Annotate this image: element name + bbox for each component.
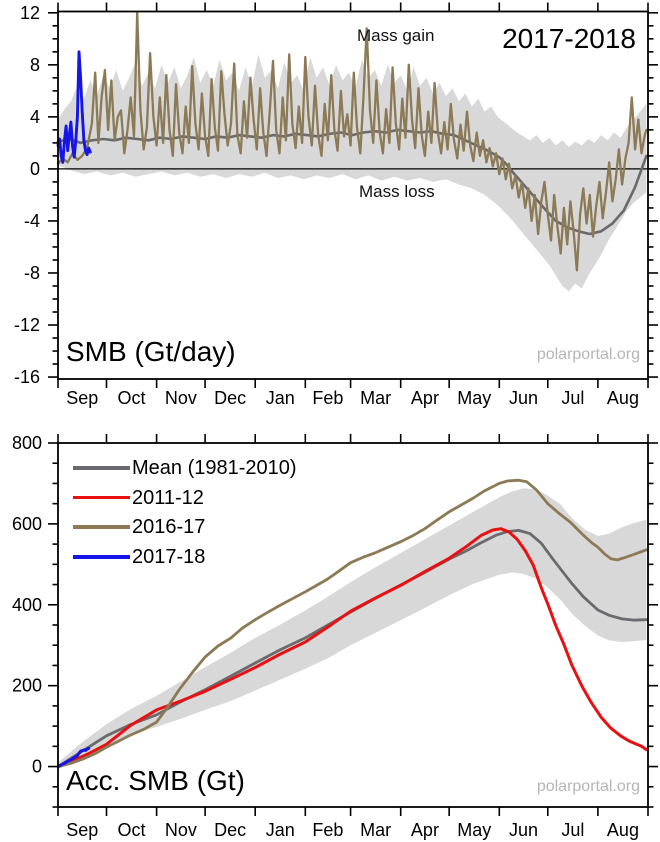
legend-item-2016-17: 2016-17 bbox=[73, 512, 297, 542]
y-tick-label: 8 bbox=[30, 55, 40, 75]
legend-swatch-2016-17 bbox=[73, 525, 130, 529]
y-tick-label: 0 bbox=[32, 757, 42, 777]
month-label: Apr bbox=[411, 820, 439, 840]
month-label: Feb bbox=[312, 388, 343, 408]
series-2017-18 bbox=[56, 50, 92, 164]
climatology-band bbox=[58, 488, 647, 770]
daily-smb-axis-label: SMB (Gt/day) bbox=[66, 336, 236, 367]
axis-ticks bbox=[48, 2, 658, 388]
month-label: Mar bbox=[360, 820, 391, 840]
daily-smb-chart: Sep Oct Nov Dec Jan Feb Mar Apr May Jun Jul Aug -16 -… bbox=[14, 2, 658, 408]
acc-smb-axis-label: Acc. SMB (Gt) bbox=[66, 765, 245, 796]
month-label: Nov bbox=[165, 820, 197, 840]
month-label: Jul bbox=[561, 388, 584, 408]
month-label: Oct bbox=[118, 820, 146, 840]
legend-swatch-2011-12 bbox=[73, 495, 130, 500]
month-label: Apr bbox=[411, 388, 439, 408]
y-tick-label: -4 bbox=[24, 211, 40, 231]
legend-label-mean: Mean (1981-2010) bbox=[132, 456, 297, 479]
y-tick-label: 12 bbox=[20, 3, 40, 23]
series-2011-12 bbox=[56, 527, 648, 769]
legend-item-mean: Mean (1981-2010) bbox=[73, 453, 297, 483]
month-label: Mar bbox=[360, 388, 391, 408]
month-label: Feb bbox=[312, 820, 343, 840]
watermark-top: polarportal.org bbox=[536, 346, 640, 363]
month-label: Oct bbox=[118, 388, 146, 408]
month-label: May bbox=[457, 388, 491, 408]
axis-ticks bbox=[48, 434, 658, 816]
legend-swatch-mean bbox=[73, 466, 130, 470]
legend-label-2016-17: 2016-17 bbox=[132, 516, 206, 539]
month-label: Aug bbox=[607, 388, 639, 408]
accumulated-smb-chart: Sep Oct Nov Dec Jan Feb Mar Apr May Jun Jul Aug 0 200… bbox=[12, 433, 658, 840]
legend-item-2011-12: 2011-12 bbox=[73, 483, 297, 513]
month-label: Jun bbox=[509, 388, 538, 408]
y-tick-label: -16 bbox=[14, 367, 40, 387]
y-tick-label: 4 bbox=[30, 107, 40, 127]
mass-gain-label: Mass gain bbox=[357, 26, 435, 45]
y-tick-label: 200 bbox=[12, 676, 42, 696]
legend-swatch-2017-18 bbox=[73, 555, 130, 559]
y-tick-label: 0 bbox=[30, 159, 40, 179]
season-title: 2017-2018 bbox=[502, 23, 636, 54]
y-tick-label: -8 bbox=[24, 263, 40, 283]
legend-label-2011-12: 2011-12 bbox=[132, 486, 204, 509]
month-label: Dec bbox=[214, 820, 246, 840]
month-label: Dec bbox=[214, 388, 246, 408]
month-label: Aug bbox=[607, 820, 639, 840]
series-2017-18 bbox=[56, 746, 91, 769]
mass-loss-label: Mass loss bbox=[359, 182, 435, 201]
series-2016-17 bbox=[56, 478, 648, 769]
month-label: Jan bbox=[266, 820, 295, 840]
legend: Mean (1981-2010) 2011-12 2016-17 2017-18 bbox=[73, 453, 297, 572]
month-label: Jan bbox=[266, 388, 295, 408]
watermark-bottom: polarportal.org bbox=[536, 778, 640, 795]
month-label: Sep bbox=[66, 820, 98, 840]
legend-label-2017-18: 2017-18 bbox=[132, 545, 206, 568]
month-label: Jun bbox=[509, 820, 538, 840]
y-tick-label: -12 bbox=[14, 315, 40, 335]
y-tick-label: 600 bbox=[12, 514, 42, 534]
climatology-band bbox=[58, 54, 647, 292]
y-tick-label: 800 bbox=[12, 433, 42, 453]
month-label: May bbox=[457, 820, 491, 840]
y-tick-label: 400 bbox=[12, 595, 42, 615]
month-label: Sep bbox=[66, 388, 98, 408]
legend-item-2017-18: 2017-18 bbox=[73, 542, 297, 572]
series-2016-17 bbox=[56, 11, 648, 272]
month-label: Jul bbox=[561, 820, 584, 840]
month-label: Nov bbox=[165, 388, 197, 408]
